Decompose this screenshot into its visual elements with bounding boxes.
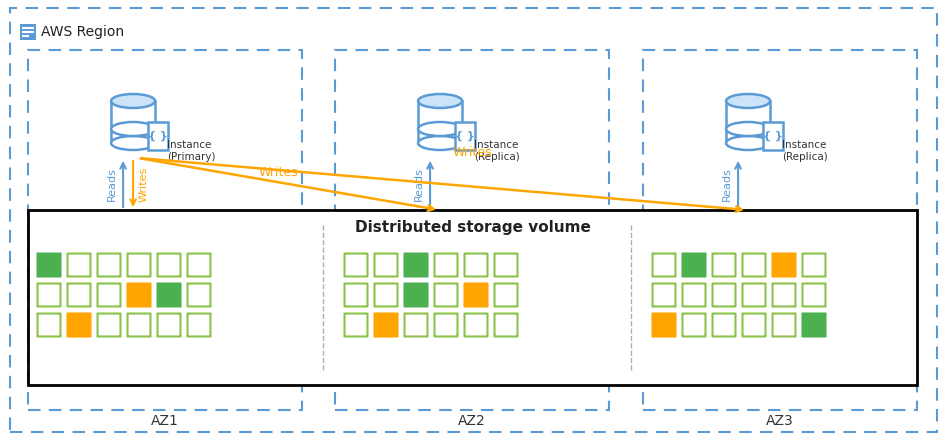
Text: Reads: Reads [722, 167, 732, 201]
FancyBboxPatch shape [20, 24, 36, 40]
FancyBboxPatch shape [38, 253, 61, 276]
FancyBboxPatch shape [98, 283, 120, 307]
Text: Instance
(Replica): Instance (Replica) [474, 140, 520, 162]
FancyBboxPatch shape [98, 314, 120, 337]
FancyBboxPatch shape [712, 253, 736, 276]
FancyBboxPatch shape [652, 253, 675, 276]
Ellipse shape [726, 94, 770, 108]
FancyBboxPatch shape [652, 283, 675, 307]
FancyBboxPatch shape [404, 253, 427, 276]
Text: Instance
(Replica): Instance (Replica) [782, 140, 828, 162]
FancyBboxPatch shape [418, 101, 462, 143]
FancyBboxPatch shape [374, 314, 398, 337]
Text: AWS Region: AWS Region [41, 25, 124, 39]
FancyBboxPatch shape [374, 253, 398, 276]
Text: Reads: Reads [107, 167, 117, 201]
FancyBboxPatch shape [773, 253, 795, 276]
FancyBboxPatch shape [726, 101, 770, 143]
FancyBboxPatch shape [456, 122, 475, 150]
Text: Instance
(Primary): Instance (Primary) [167, 140, 216, 162]
FancyBboxPatch shape [773, 283, 795, 307]
FancyBboxPatch shape [157, 253, 181, 276]
FancyBboxPatch shape [67, 253, 91, 276]
Ellipse shape [418, 136, 462, 150]
FancyBboxPatch shape [494, 253, 517, 276]
Text: { }: { } [148, 131, 168, 141]
FancyBboxPatch shape [67, 283, 91, 307]
FancyBboxPatch shape [683, 253, 706, 276]
FancyBboxPatch shape [128, 314, 151, 337]
FancyBboxPatch shape [38, 283, 61, 307]
FancyBboxPatch shape [157, 314, 181, 337]
Ellipse shape [726, 136, 770, 150]
FancyBboxPatch shape [465, 253, 488, 276]
Ellipse shape [111, 94, 155, 108]
FancyBboxPatch shape [111, 101, 155, 143]
FancyBboxPatch shape [465, 283, 488, 307]
Text: Writes: Writes [259, 166, 298, 179]
Text: { }: { } [763, 131, 783, 141]
Ellipse shape [111, 122, 155, 136]
Text: Writes: Writes [453, 146, 492, 159]
FancyBboxPatch shape [435, 253, 457, 276]
FancyBboxPatch shape [38, 314, 61, 337]
FancyBboxPatch shape [345, 283, 367, 307]
FancyBboxPatch shape [742, 314, 765, 337]
FancyBboxPatch shape [712, 283, 736, 307]
Text: Distributed storage volume: Distributed storage volume [354, 220, 590, 235]
FancyBboxPatch shape [435, 283, 457, 307]
Text: Reads: Reads [414, 167, 424, 201]
FancyBboxPatch shape [188, 283, 210, 307]
FancyBboxPatch shape [802, 253, 826, 276]
FancyBboxPatch shape [712, 314, 736, 337]
FancyBboxPatch shape [148, 122, 168, 150]
Text: AZ1: AZ1 [152, 414, 179, 428]
FancyBboxPatch shape [763, 122, 783, 150]
FancyBboxPatch shape [435, 314, 457, 337]
FancyBboxPatch shape [374, 283, 398, 307]
FancyBboxPatch shape [494, 314, 517, 337]
FancyBboxPatch shape [683, 314, 706, 337]
FancyBboxPatch shape [345, 253, 367, 276]
Text: AZ2: AZ2 [458, 414, 486, 428]
FancyBboxPatch shape [652, 314, 675, 337]
FancyBboxPatch shape [404, 283, 427, 307]
FancyBboxPatch shape [345, 314, 367, 337]
Text: { }: { } [456, 131, 475, 141]
FancyBboxPatch shape [188, 314, 210, 337]
FancyBboxPatch shape [742, 283, 765, 307]
FancyBboxPatch shape [773, 314, 795, 337]
FancyBboxPatch shape [157, 283, 181, 307]
FancyBboxPatch shape [802, 283, 826, 307]
Ellipse shape [418, 94, 462, 108]
FancyBboxPatch shape [802, 314, 826, 337]
FancyBboxPatch shape [465, 314, 488, 337]
FancyBboxPatch shape [128, 253, 151, 276]
FancyBboxPatch shape [188, 253, 210, 276]
FancyBboxPatch shape [28, 210, 917, 385]
Text: Writes: Writes [139, 166, 149, 202]
FancyBboxPatch shape [683, 283, 706, 307]
Ellipse shape [111, 136, 155, 150]
FancyBboxPatch shape [98, 253, 120, 276]
FancyBboxPatch shape [494, 283, 517, 307]
Ellipse shape [726, 122, 770, 136]
Ellipse shape [418, 122, 462, 136]
FancyBboxPatch shape [404, 314, 427, 337]
FancyBboxPatch shape [128, 283, 151, 307]
Text: AZ3: AZ3 [766, 414, 794, 428]
FancyBboxPatch shape [67, 314, 91, 337]
FancyBboxPatch shape [742, 253, 765, 276]
